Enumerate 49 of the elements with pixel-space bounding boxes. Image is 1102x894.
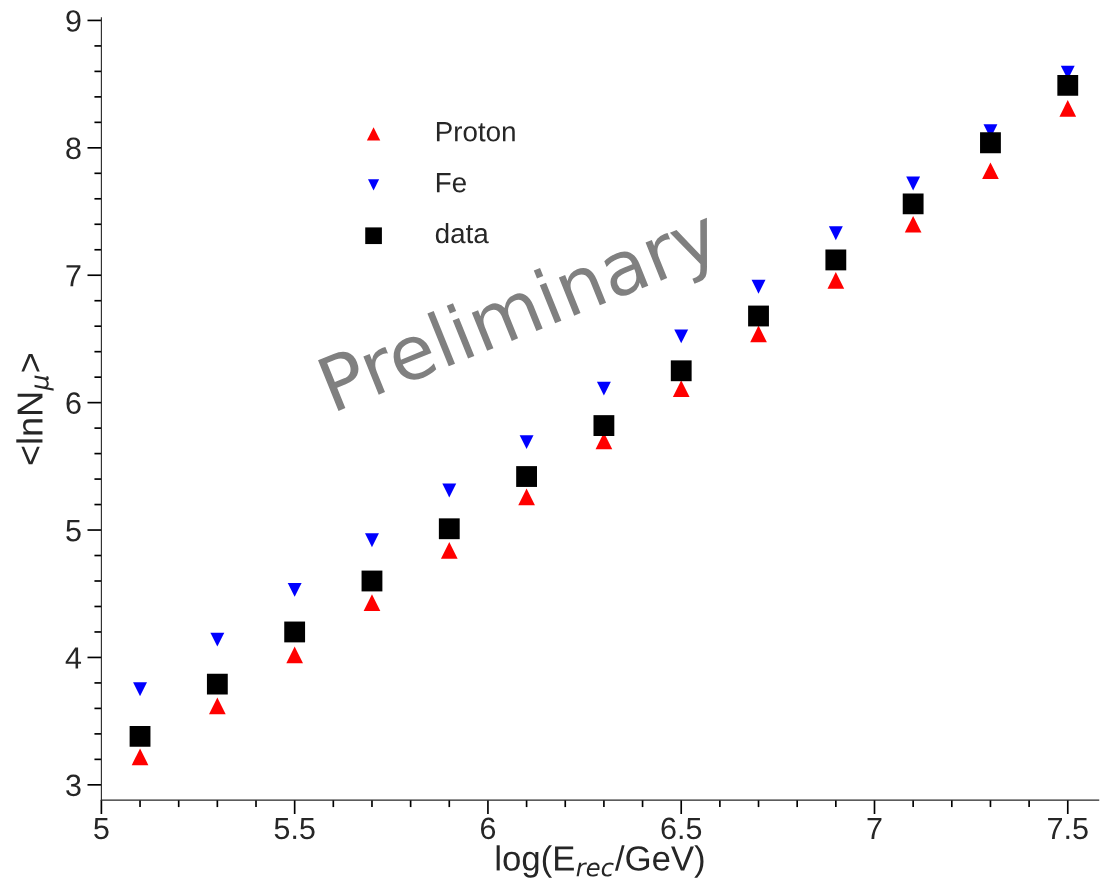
point: [904, 215, 922, 233]
point: [982, 162, 999, 180]
y-tick-label: 7: [66, 265, 81, 287]
x-tick-label: 7: [867, 817, 882, 839]
y-tick-label: 6: [66, 392, 81, 415]
point: [827, 272, 845, 289]
point: [751, 279, 766, 294]
point: [828, 226, 843, 241]
point: [287, 582, 302, 597]
x-tick-label: 6: [480, 817, 496, 840]
point: [131, 748, 149, 766]
y-tick-label: 9: [66, 10, 81, 32]
point: [1057, 74, 1079, 96]
point: [902, 193, 924, 215]
y-axis-title: <lnN$_{μ}$>: [16, 354, 54, 465]
point: [440, 542, 458, 559]
point: [980, 132, 1001, 154]
x-axis-title: log(E$_{rec}$/GeV): [496, 845, 704, 878]
y-tick-label: 5: [66, 520, 81, 542]
point: [442, 483, 457, 498]
point: [519, 435, 534, 450]
point: [516, 466, 538, 487]
y-tick-label: 8: [66, 137, 81, 160]
x-tick-label: 6.5: [661, 817, 702, 840]
point: [133, 682, 147, 697]
point: [593, 415, 615, 436]
x-tick-label: 5.5: [274, 817, 315, 840]
y-tick-label: 4: [65, 647, 82, 669]
point: [206, 673, 228, 695]
point: [209, 697, 226, 715]
point: [906, 176, 921, 191]
point: [361, 570, 383, 592]
point: [210, 632, 225, 647]
point: [286, 646, 303, 664]
point: [438, 518, 460, 540]
point: [518, 488, 535, 506]
point: [365, 533, 379, 548]
legend-label: Proton: [436, 122, 515, 142]
point: [748, 305, 769, 327]
point: [363, 594, 381, 611]
y-tick-label: 3: [66, 774, 81, 797]
point: [825, 249, 847, 271]
point: [1059, 100, 1077, 117]
point: [129, 726, 151, 747]
legend-label: Fe: [436, 173, 466, 193]
point: [284, 621, 306, 643]
x-tick-label: 7.5: [1048, 817, 1088, 840]
point: [750, 325, 767, 343]
x-tick-label: 5: [94, 817, 109, 840]
